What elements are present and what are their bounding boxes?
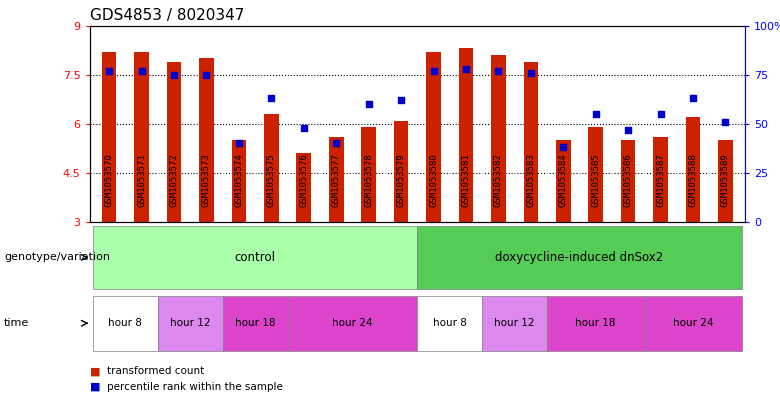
- Point: [395, 97, 407, 103]
- Text: GSM1053589: GSM1053589: [721, 154, 730, 208]
- Bar: [296, 153, 311, 222]
- Point: [427, 68, 440, 74]
- Text: hour 8: hour 8: [433, 318, 466, 328]
- Text: GSM1053578: GSM1053578: [364, 154, 373, 208]
- Text: GSM1053585: GSM1053585: [591, 154, 600, 208]
- Point: [297, 125, 310, 131]
- Text: GDS4853 / 8020347: GDS4853 / 8020347: [90, 8, 244, 23]
- Bar: [588, 127, 603, 222]
- Point: [622, 127, 634, 133]
- Text: transformed count: transformed count: [107, 366, 204, 376]
- Point: [168, 72, 180, 78]
- Bar: [329, 137, 343, 222]
- Text: hour 8: hour 8: [108, 318, 142, 328]
- Text: control: control: [235, 251, 275, 264]
- Text: GSM1053573: GSM1053573: [202, 154, 211, 208]
- Bar: [93, 226, 417, 289]
- Bar: [523, 62, 538, 222]
- Bar: [417, 296, 482, 351]
- Bar: [426, 52, 441, 222]
- Text: hour 18: hour 18: [576, 318, 616, 328]
- Bar: [361, 127, 376, 222]
- Text: GSM1053576: GSM1053576: [300, 154, 308, 208]
- Text: GSM1053574: GSM1053574: [235, 154, 243, 208]
- Point: [525, 70, 537, 76]
- Bar: [264, 114, 278, 222]
- Point: [363, 101, 375, 107]
- Text: GSM1053582: GSM1053582: [494, 154, 503, 208]
- Bar: [556, 140, 570, 222]
- Text: GSM1053579: GSM1053579: [396, 154, 406, 208]
- Point: [103, 68, 115, 74]
- Point: [719, 119, 732, 125]
- Bar: [686, 117, 700, 222]
- Text: GSM1053570: GSM1053570: [105, 154, 114, 208]
- Point: [232, 140, 245, 147]
- Bar: [654, 137, 668, 222]
- Text: genotype/variation: genotype/variation: [4, 252, 110, 263]
- Point: [200, 72, 213, 78]
- Bar: [718, 140, 732, 222]
- Bar: [102, 52, 116, 222]
- Point: [265, 95, 278, 101]
- Bar: [394, 121, 409, 222]
- Text: GSM1053587: GSM1053587: [656, 154, 665, 208]
- Text: GSM1053588: GSM1053588: [689, 154, 697, 208]
- Bar: [547, 296, 644, 351]
- Text: GSM1053581: GSM1053581: [462, 154, 470, 208]
- Text: hour 12: hour 12: [495, 318, 535, 328]
- Bar: [232, 140, 246, 222]
- Text: doxycycline-induced dnSox2: doxycycline-induced dnSox2: [495, 251, 664, 264]
- Text: GSM1053571: GSM1053571: [137, 154, 146, 208]
- Bar: [134, 52, 149, 222]
- Text: time: time: [4, 318, 29, 328]
- Text: GSM1053586: GSM1053586: [624, 154, 633, 208]
- Point: [459, 66, 472, 72]
- Bar: [621, 140, 636, 222]
- Point: [492, 68, 505, 74]
- Text: ■: ■: [90, 382, 100, 392]
- Bar: [288, 296, 417, 351]
- Bar: [644, 296, 742, 351]
- Text: GSM1053583: GSM1053583: [526, 154, 535, 208]
- Bar: [93, 296, 158, 351]
- Text: hour 12: hour 12: [170, 318, 211, 328]
- Bar: [158, 296, 222, 351]
- Point: [686, 95, 699, 101]
- Bar: [417, 226, 742, 289]
- Point: [136, 68, 148, 74]
- Text: GSM1053584: GSM1053584: [558, 154, 568, 208]
- Text: hour 24: hour 24: [673, 318, 713, 328]
- Point: [590, 111, 602, 117]
- Bar: [482, 296, 547, 351]
- Point: [654, 111, 667, 117]
- Bar: [199, 58, 214, 222]
- Text: GSM1053580: GSM1053580: [429, 154, 438, 208]
- Bar: [459, 48, 473, 222]
- Bar: [167, 62, 181, 222]
- Text: ■: ■: [90, 366, 100, 376]
- Text: percentile rank within the sample: percentile rank within the sample: [107, 382, 282, 392]
- Text: GSM1053572: GSM1053572: [169, 154, 179, 208]
- Text: hour 18: hour 18: [235, 318, 275, 328]
- Bar: [491, 55, 505, 222]
- Text: GSM1053577: GSM1053577: [332, 154, 341, 208]
- Point: [557, 144, 569, 151]
- Text: GSM1053575: GSM1053575: [267, 154, 276, 208]
- Bar: [222, 296, 288, 351]
- Text: hour 24: hour 24: [332, 318, 373, 328]
- Point: [330, 140, 342, 147]
